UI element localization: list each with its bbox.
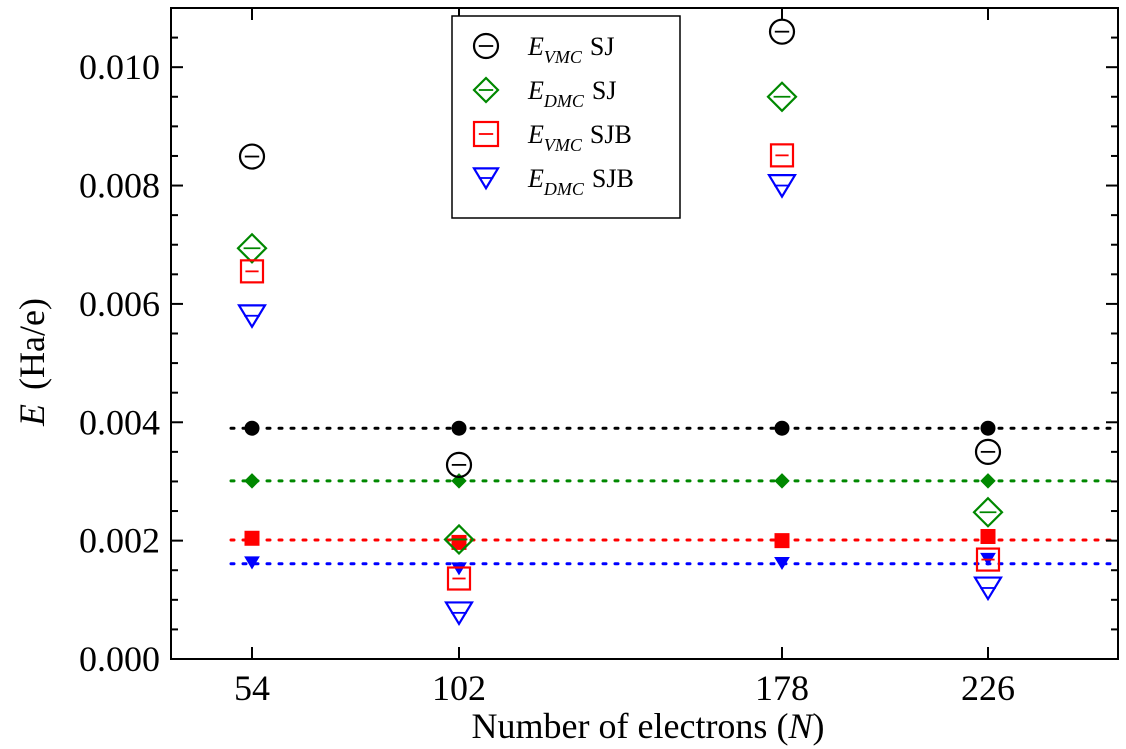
legend-label-suffix: SJB <box>592 164 634 193</box>
legend-marker <box>472 120 500 148</box>
reference-lines <box>229 426 1120 566</box>
data-point <box>769 143 795 168</box>
x-axis-label-close: ) <box>812 706 824 746</box>
legend-label-suffix: SJB <box>590 120 632 149</box>
reference-point <box>980 528 996 544</box>
legend-label-suffix: SJ <box>592 76 617 105</box>
x-tick-label: 102 <box>432 668 486 708</box>
y-tick-label: 0.010 <box>79 47 160 87</box>
reference-point <box>244 556 260 570</box>
y-tick-label: 0.006 <box>79 284 160 324</box>
reference-point <box>244 420 260 436</box>
reference-point <box>774 473 790 489</box>
reference-points <box>244 420 996 576</box>
data-point <box>446 566 472 591</box>
x-tick-labels: 54 102 178 226 <box>234 668 1015 708</box>
reference-point <box>451 562 467 576</box>
data-point <box>445 451 473 478</box>
reference-point <box>980 473 996 489</box>
data-point <box>975 547 1001 572</box>
legend-label-sub: DMC <box>543 91 585 111</box>
reference-point <box>774 533 790 549</box>
legend-label-main: E <box>527 32 544 61</box>
axis-ticks <box>171 7 1118 660</box>
legend-marker <box>472 76 500 104</box>
legend-label: EVMC SJB <box>527 120 632 155</box>
x-axis-label-text: Number of electrons ( <box>472 706 789 746</box>
data-point <box>239 259 265 284</box>
legend-label: EDMC SJ <box>527 76 616 111</box>
x-tick-label: 178 <box>755 668 809 708</box>
x-axis-label-var: N <box>787 706 814 746</box>
y-tick-labels: 0.000 0.002 0.004 0.006 0.008 0.010 <box>79 47 160 679</box>
data-point <box>974 438 1002 465</box>
x-axis-label: Number of electrons (N) <box>472 706 825 746</box>
legend-box <box>451 15 681 219</box>
data-point <box>972 496 1004 528</box>
legend-label-main: E <box>527 164 544 193</box>
legend-label-sub: VMC <box>544 135 583 155</box>
legend-label: EDMC SJB <box>527 164 634 199</box>
data-point <box>768 18 796 45</box>
legend-label: EVMC SJ <box>527 32 614 67</box>
legend-label-main: E <box>527 76 544 105</box>
reference-point <box>774 557 790 571</box>
legend-marker <box>472 32 500 60</box>
reference-point <box>774 420 790 436</box>
series-markers <box>236 18 1004 627</box>
data-point <box>238 143 266 170</box>
y-tick-label: 0.008 <box>79 166 160 206</box>
legend-label-suffix: SJ <box>590 32 615 61</box>
legend-label-sub: VMC <box>544 47 583 67</box>
data-point <box>443 523 475 556</box>
x-tick-label: 226 <box>961 668 1015 708</box>
y-tick-label: 0.000 <box>79 639 160 679</box>
legend-label-main: E <box>527 120 544 149</box>
data-point <box>236 232 268 264</box>
legend-label-sub: DMC <box>543 179 585 199</box>
y-tick-label: 0.002 <box>79 521 160 561</box>
y-axis-label: E (Ha/e) <box>12 298 52 427</box>
reference-point <box>980 420 996 436</box>
y-axis-label-unit: (Ha/e) <box>12 298 52 390</box>
reference-point <box>451 420 467 436</box>
reference-point <box>244 473 260 489</box>
y-axis-label-var: E <box>12 404 52 427</box>
x-tick-label: 54 <box>234 668 270 708</box>
y-tick-label: 0.004 <box>79 402 160 442</box>
reference-point <box>244 530 260 546</box>
data-point <box>766 81 798 113</box>
